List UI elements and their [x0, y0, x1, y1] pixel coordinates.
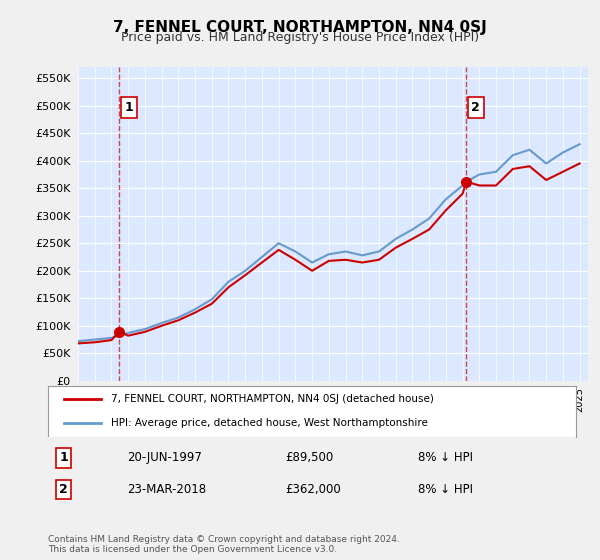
Text: 20-JUN-1997: 20-JUN-1997: [127, 451, 202, 464]
Text: Contains HM Land Registry data © Crown copyright and database right 2024.
This d: Contains HM Land Registry data © Crown c…: [48, 535, 400, 554]
Text: 23-MAR-2018: 23-MAR-2018: [127, 483, 206, 496]
Text: £362,000: £362,000: [286, 483, 341, 496]
Text: 7, FENNEL COURT, NORTHAMPTON, NN4 0SJ (detached house): 7, FENNEL COURT, NORTHAMPTON, NN4 0SJ (d…: [112, 394, 434, 404]
Text: 8% ↓ HPI: 8% ↓ HPI: [418, 483, 473, 496]
Text: 1: 1: [124, 101, 133, 114]
Text: HPI: Average price, detached house, West Northamptonshire: HPI: Average price, detached house, West…: [112, 418, 428, 428]
Text: 8% ↓ HPI: 8% ↓ HPI: [418, 451, 473, 464]
Text: 2: 2: [59, 483, 68, 496]
Text: 1: 1: [59, 451, 68, 464]
Text: 7, FENNEL COURT, NORTHAMPTON, NN4 0SJ: 7, FENNEL COURT, NORTHAMPTON, NN4 0SJ: [113, 20, 487, 35]
Text: Price paid vs. HM Land Registry's House Price Index (HPI): Price paid vs. HM Land Registry's House …: [121, 31, 479, 44]
Text: £89,500: £89,500: [286, 451, 334, 464]
Text: 2: 2: [472, 101, 480, 114]
